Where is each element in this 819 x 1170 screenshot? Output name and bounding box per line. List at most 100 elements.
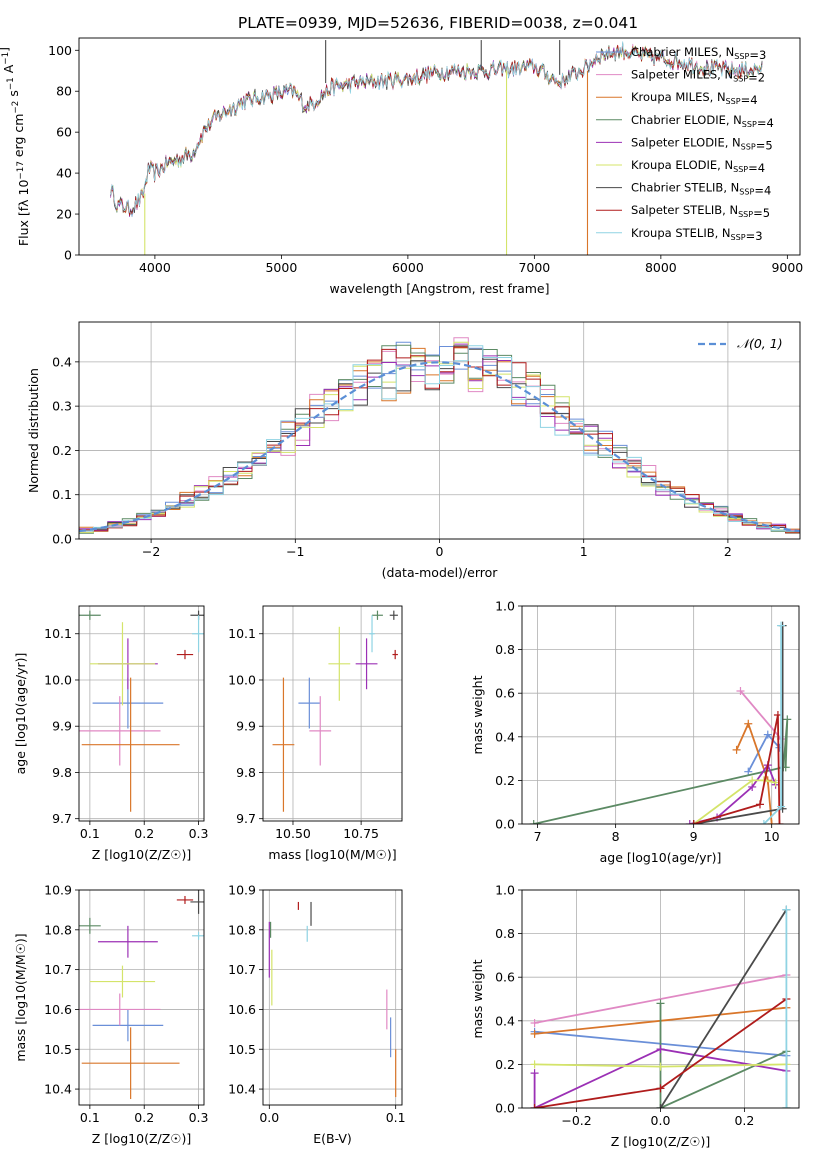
weight-marker	[530, 1069, 539, 1078]
x-tick-label: 9000	[771, 260, 803, 275]
weight-marker	[656, 1062, 665, 1071]
y-tick-label: 0.8	[495, 642, 515, 657]
legend-label: Kroupa MILES, NSSP=4	[631, 90, 758, 107]
plot-area	[79, 890, 204, 1100]
weight-marker	[755, 800, 764, 809]
y-tick-label: 10.8	[228, 922, 256, 937]
x-tick-label: −2	[142, 544, 160, 559]
weight-marker	[530, 1104, 539, 1108]
y-tick-label: 10.9	[44, 883, 72, 898]
weight-marker	[529, 820, 538, 824]
weight-marker	[783, 715, 792, 724]
weight-line-salpeter-elodie	[533, 1048, 787, 1108]
weight-marker	[530, 1029, 539, 1038]
y-tick-label: 0.2	[495, 773, 515, 788]
weight-marker	[767, 820, 776, 824]
weight-marker	[732, 745, 741, 754]
y-tick-label: 9.9	[52, 719, 72, 734]
weight-marker	[736, 687, 745, 696]
panel-spectrum: 4000 5000 6000 7000 8000 9000 0 20 40 60 80 100 wave…	[0, 37, 803, 296]
x-tick-label: 8	[612, 829, 620, 844]
axes-frame	[78, 37, 801, 256]
y-tick-label: 0.6	[495, 970, 515, 985]
y-tick-label: 0.4	[52, 354, 72, 369]
y-tick-label: 10.6	[44, 1002, 72, 1017]
weight-marker	[763, 730, 772, 739]
x-tick-label: 1	[580, 544, 588, 559]
x-tick-label: −0.2	[561, 1113, 591, 1128]
x-tick-label: 10.50	[275, 826, 311, 841]
plot-area	[79, 610, 204, 812]
plot-area	[272, 610, 398, 812]
y-tick-label: 10.7	[44, 962, 72, 977]
y-tick-label: 0.8	[495, 926, 515, 941]
axes-frame	[262, 889, 403, 1106]
x-tick-label: −1	[286, 544, 304, 559]
y-tick-label: 10.1	[44, 626, 72, 641]
x-tick-label: 9	[690, 829, 698, 844]
panel-weight-vs-Z: −0.2 0.0 0.2 0.0 0.2 0.4 0.6 0.8 1.0 Z [log10(Z/Z…	[470, 883, 800, 1149]
panel-mass-vs-EBV: 0.0 0.1 10.4 10.5 10.6 10.7 10.8 10.9 E(B-V)	[228, 883, 405, 1147]
x-axis-label: Z [log10(Z/Z☉)]	[92, 1131, 192, 1146]
plot-area	[110, 40, 763, 255]
y-tick-label: 0.2	[52, 443, 72, 458]
y-axis-label: mass weight	[470, 959, 485, 1038]
legend-label: Salpeter STELIB, NSSP=5	[631, 203, 770, 220]
weight-marker	[775, 820, 784, 824]
y-tick-label: 10.1	[228, 626, 256, 641]
panel-age-vs-Z: 0.1 0.2 0.3 9.7 9.8 9.9 10.0 10.1 Z [log10(Z/Z☉)…	[13, 605, 209, 862]
y-tick-label: 1.0	[495, 599, 515, 614]
plot-area	[530, 905, 791, 1108]
x-tick-label: 0.1	[80, 826, 100, 841]
y-tick-label: 1.0	[495, 883, 515, 898]
y-tick-label: 20	[56, 207, 72, 222]
legend-label: Kroupa STELIB, NSSP=3	[631, 226, 763, 243]
y-tick-label: 40	[56, 166, 72, 181]
weight-marker	[777, 621, 786, 630]
y-tick-label: 0.6	[495, 686, 515, 701]
weight-marker	[685, 820, 694, 824]
panel-mass-vs-Z: 0.1 0.2 0.3 10.4 10.5 10.6 10.7 10.8 10.9 Z [log1…	[13, 883, 209, 1147]
y-tick-label: 9.7	[52, 811, 72, 826]
hist-kroupa-stelib	[79, 345, 800, 532]
weight-marker	[782, 1104, 791, 1108]
x-axis-label: Z [log10(Z/Z☉)]	[611, 1134, 711, 1149]
weight-line-salpeter-miles	[534, 974, 787, 1024]
y-tick-label: 10.8	[44, 922, 72, 937]
x-tick-label: 0.2	[734, 1113, 754, 1128]
legend-label: Chabrier MILES, NSSP=3	[631, 45, 766, 62]
legend-label: 𝒩(0, 1)	[737, 336, 783, 351]
x-tick-label: 0.3	[189, 1110, 209, 1125]
weight-marker	[777, 802, 786, 811]
weight-marker	[656, 999, 665, 1008]
x-tick-label: 0	[436, 544, 444, 559]
y-axis-label: mass [log10(M/M☉)]	[13, 933, 28, 1061]
y-tick-label: 0.0	[495, 1101, 515, 1116]
weight-line-kroupa-elodie	[693, 779, 776, 824]
y-axis-label: Normed distribution	[26, 368, 41, 493]
legend: Chabrier MILES, NSSP=3 Salpeter MILES, NS…	[596, 45, 774, 243]
y-tick-label: 100	[48, 43, 72, 58]
weight-marker	[656, 1104, 665, 1108]
x-tick-label: 5000	[265, 260, 297, 275]
x-tick-label: 10.75	[343, 826, 379, 841]
y-tick-label: 10.9	[228, 883, 256, 898]
y-tick-label: 10.5	[228, 1042, 256, 1057]
x-tick-label: 4000	[139, 260, 171, 275]
x-tick-label: 8000	[645, 260, 677, 275]
weight-marker	[782, 905, 791, 914]
y-tick-label: 0.4	[495, 729, 515, 744]
weight-marker	[689, 820, 698, 824]
y-tick-label: 9.8	[52, 765, 72, 780]
y-tick-label: 10.6	[228, 1002, 256, 1017]
weight-line-chabrier-elodie	[533, 719, 789, 824]
plot-area	[268, 901, 397, 1098]
axes-frame	[521, 605, 800, 825]
x-tick-label: 7	[534, 829, 542, 844]
x-axis-label: wavelength [Angstrom, rest frame]	[329, 281, 549, 296]
axes-frame	[78, 605, 205, 822]
normal-curve	[79, 361, 800, 533]
weight-line-salpeter-stelib	[693, 714, 781, 824]
y-tick-label: 10.0	[228, 672, 256, 687]
